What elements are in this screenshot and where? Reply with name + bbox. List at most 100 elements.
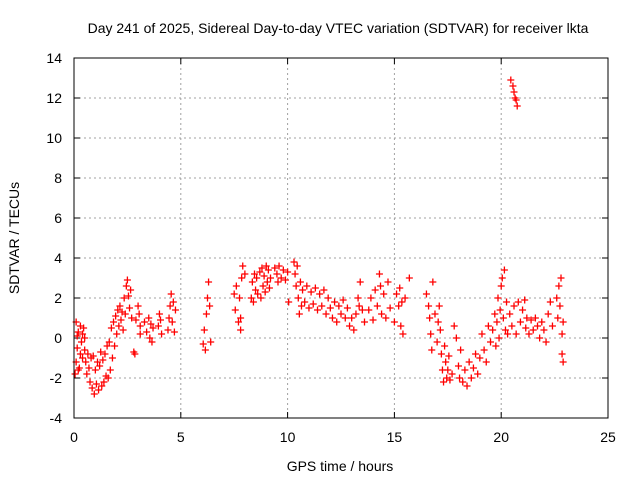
data-point (301, 298, 309, 306)
data-point (143, 328, 151, 336)
data-point (497, 282, 505, 290)
data-point (81, 334, 89, 342)
data-point (318, 302, 326, 310)
data-point (146, 334, 154, 342)
y-tick-label: 14 (46, 50, 62, 66)
data-point (393, 290, 401, 298)
data-point (124, 292, 132, 300)
data-point (494, 294, 502, 302)
data-point (89, 352, 97, 360)
data-point (503, 298, 511, 306)
data-point (199, 340, 207, 348)
data-point (230, 290, 238, 298)
data-point (123, 276, 131, 284)
data-point (480, 346, 488, 354)
data-point (135, 310, 143, 318)
data-point (382, 314, 390, 322)
data-point (98, 382, 106, 390)
data-point (506, 310, 514, 318)
data-point (456, 374, 464, 382)
data-point (311, 284, 319, 292)
data-point (355, 302, 363, 310)
data-point (88, 384, 96, 392)
data-point (296, 278, 304, 286)
data-point (529, 326, 537, 334)
data-point (91, 366, 99, 374)
data-point (496, 306, 504, 314)
data-point (350, 326, 358, 334)
data-point (96, 362, 104, 370)
data-point (100, 378, 108, 386)
data-point (474, 370, 482, 378)
data-point (437, 350, 445, 358)
data-point (396, 284, 404, 292)
data-point (274, 278, 282, 286)
data-point (365, 306, 373, 314)
data-point (309, 300, 317, 308)
data-point (83, 370, 91, 378)
data-point (377, 282, 385, 290)
data-point (322, 310, 330, 318)
data-point (122, 282, 130, 290)
data-point (354, 294, 362, 302)
data-point (293, 262, 301, 270)
data-point (436, 326, 444, 334)
data-point (84, 350, 92, 358)
data-point (238, 274, 246, 282)
data-point (252, 286, 260, 294)
data-point (297, 302, 305, 310)
data-point (147, 320, 155, 328)
data-point (512, 96, 520, 104)
data-point (134, 302, 142, 310)
data-point (343, 304, 351, 312)
y-tick-label: 8 (54, 170, 62, 186)
data-point (380, 290, 388, 298)
data-point (241, 270, 249, 278)
data-point (441, 342, 449, 350)
data-point (166, 302, 174, 310)
data-point (126, 304, 134, 312)
data-point (106, 366, 114, 374)
data-point (339, 296, 347, 304)
data-point (331, 298, 339, 306)
data-point (281, 276, 289, 284)
data-point (136, 330, 144, 338)
data-point (484, 322, 492, 330)
data-point (472, 350, 480, 358)
data-point (131, 350, 139, 358)
data-point (167, 290, 175, 298)
data-point (431, 310, 439, 318)
data-point (279, 266, 287, 274)
data-point (263, 278, 271, 286)
y-axis-label: SDTVAR / TECUs (6, 182, 22, 294)
data-point (107, 324, 115, 332)
data-point (527, 316, 535, 324)
data-point (119, 326, 127, 334)
data-point (204, 294, 211, 302)
data-point (285, 298, 293, 306)
x-tick-label: 0 (70, 429, 78, 445)
data-point (76, 350, 84, 358)
data-point (200, 326, 208, 334)
data-point (258, 264, 266, 272)
data-point (86, 378, 94, 386)
data-point (165, 314, 173, 322)
data-point (264, 266, 272, 274)
data-point (557, 274, 565, 282)
data-point (290, 258, 298, 266)
data-point (237, 326, 245, 334)
data-point (249, 298, 257, 306)
data-point (101, 350, 109, 358)
data-point (120, 294, 128, 302)
x-tick-label: 25 (600, 429, 616, 445)
data-point (232, 282, 240, 290)
data-point (170, 328, 178, 336)
data-point (132, 316, 140, 324)
data-point (105, 338, 113, 346)
chart-title: Day 241 of 2025, Sidereal Day-to-day VTE… (88, 20, 589, 36)
data-point (257, 294, 265, 302)
data-point (237, 314, 245, 322)
data-point (536, 334, 544, 342)
data-point (390, 318, 398, 326)
